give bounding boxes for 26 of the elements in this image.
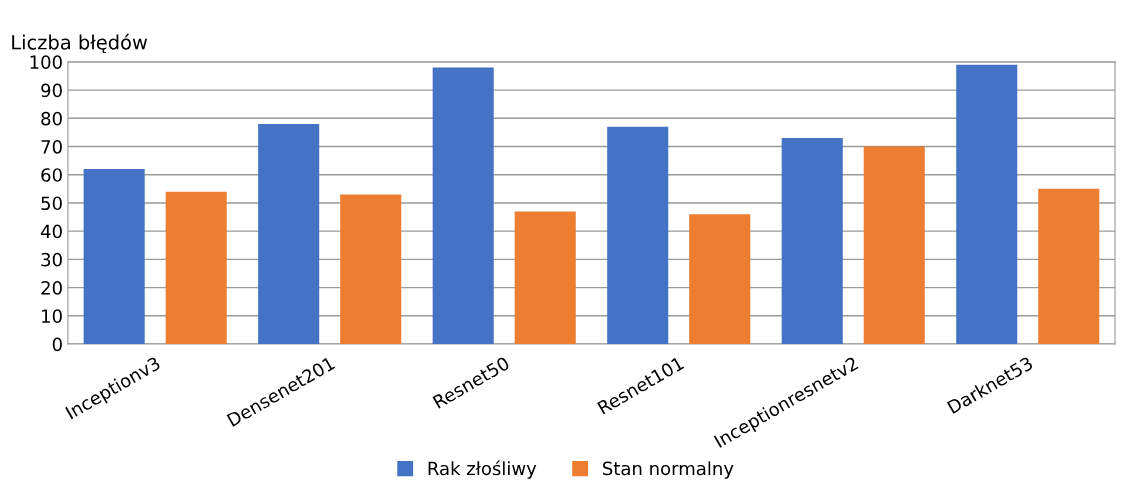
y-tick-label: 0 [52, 337, 62, 352]
bar [689, 214, 751, 345]
y-tick-label: 20 [41, 281, 62, 295]
bar [258, 123, 320, 345]
bar [432, 67, 494, 345]
bar [607, 126, 669, 345]
bar [165, 191, 227, 345]
bar [1038, 188, 1100, 345]
legend-label: Rak złośliwy [428, 460, 537, 479]
y-axis-title: Liczba błędów [12, 33, 148, 54]
y-tick-label: 50 [41, 196, 62, 211]
bar [83, 169, 145, 345]
bar [781, 138, 843, 345]
legend-label: Stan normalny [603, 461, 734, 479]
y-tick-label: 80 [41, 111, 62, 126]
y-tick-label: 10 [42, 309, 62, 323]
y-tick-label: 70 [41, 139, 62, 154]
bar [956, 64, 1018, 345]
y-tick-label: 90 [41, 83, 62, 98]
bar [514, 211, 576, 345]
y-tick-label: 60 [41, 168, 62, 182]
y-tick-label: 30 [41, 252, 62, 267]
bar [340, 194, 402, 345]
y-tick-label: 100 [30, 55, 62, 69]
bar [863, 146, 925, 345]
y-tick-label: 40 [40, 224, 62, 239]
